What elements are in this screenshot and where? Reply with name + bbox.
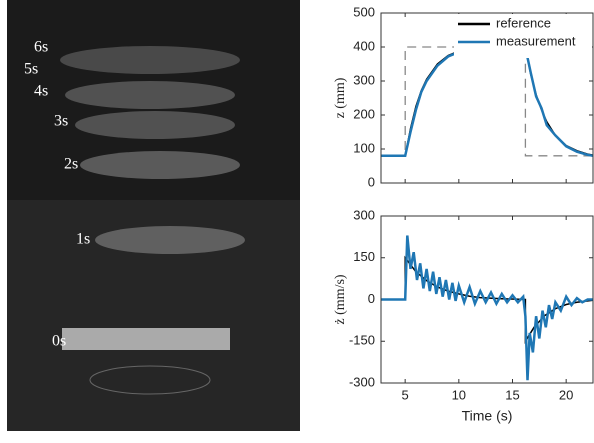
plot-frame [380,215,594,384]
plot-frame [380,12,594,184]
photo-label: 0s [52,333,66,350]
legend-label: reference [496,15,551,30]
photo-label: 1s [76,231,90,248]
drone-base [89,365,211,395]
drone [62,328,230,350]
y-tick-label: 0 [368,291,375,306]
drone [80,151,240,179]
y-tick-label: 100 [353,140,375,155]
y-tick-label: 0 [368,174,375,189]
y-tick-label: -300 [349,374,375,389]
x-tick-label: 15 [505,387,519,402]
x-tick-label: 5 [402,387,409,402]
drone [75,111,235,139]
y-tick-label: -150 [349,333,375,348]
y-axis-label: z (mm) [333,77,348,118]
drone [95,226,245,254]
photo-label: 4s [34,83,48,100]
series-line [381,235,593,381]
photo-label: 5s [24,61,38,78]
y-tick-label: 500 [353,4,375,19]
x-tick-label: 20 [559,387,573,402]
y-tick-label: 400 [353,38,375,53]
x-axis-label: Time (s) [462,408,513,424]
drone [65,81,235,109]
photo-label: 3s [54,113,68,130]
y-tick-label: 200 [353,106,375,121]
drone [60,46,240,74]
y-tick-label: 300 [353,207,375,222]
y-axis-label: ż (mm/s) [333,274,348,324]
x-tick-label: 10 [452,387,466,402]
legend-label: measurement [496,33,576,48]
y-tick-label: 300 [353,72,375,87]
y-tick-label: 150 [353,249,375,264]
photo-label: 6s [34,39,48,56]
photo-label: 2s [64,156,78,173]
legend-box [454,14,592,58]
series-line [381,45,594,158]
